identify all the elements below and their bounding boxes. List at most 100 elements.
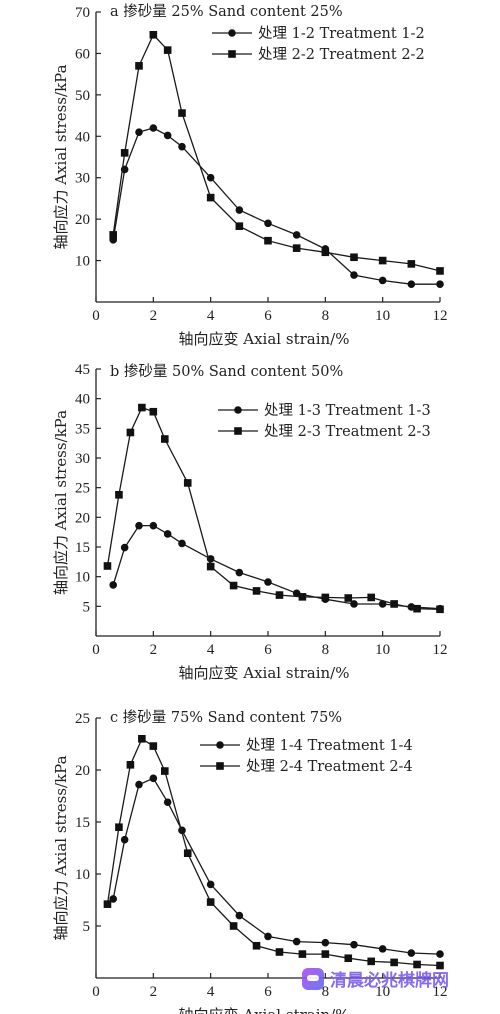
data-point-square <box>138 735 146 743</box>
data-point-square <box>149 742 158 750</box>
data-point-square <box>390 958 398 967</box>
y-tick-label: 60 <box>75 46 90 62</box>
data-point-square <box>413 604 421 613</box>
series-line <box>106 406 441 610</box>
data-point-square <box>126 761 135 769</box>
data-point-square <box>436 267 444 275</box>
data-point-circle <box>235 911 244 920</box>
x-tick-label: 2 <box>150 984 158 1000</box>
data-point-square <box>321 248 330 257</box>
data-point-circle <box>178 539 186 548</box>
x-tick-label: 10 <box>375 642 390 658</box>
data-point-circle <box>436 950 444 958</box>
x-tick-label: 8 <box>322 642 330 658</box>
data-point-square <box>235 222 244 230</box>
data-point-circle <box>378 276 387 285</box>
data-point-circle <box>149 774 158 783</box>
watermark: 清晨必兆棋牌网 <box>302 966 449 991</box>
x-tick-label: 12 <box>433 642 448 658</box>
series-line <box>106 737 441 967</box>
data-point-circle <box>235 568 244 577</box>
data-point-square <box>138 403 146 412</box>
data-point-circle <box>120 543 129 552</box>
x-axis-label: 轴向应变 Axial strain/% <box>179 330 350 348</box>
data-point-square <box>298 950 307 958</box>
data-point-circle <box>407 280 416 288</box>
y-tick-label: 5 <box>83 599 91 615</box>
data-point-square <box>436 961 444 970</box>
x-tick-label: 10 <box>375 308 390 324</box>
data-point-square <box>275 948 284 956</box>
data-point-square <box>183 849 192 857</box>
data-point-square <box>378 256 387 265</box>
panel-title: b 掺砂量 50% Sand content 50% <box>110 363 343 380</box>
data-point-circle <box>350 271 358 279</box>
x-tick-label: 12 <box>433 308 448 324</box>
y-axis-label: 轴向应力 Axial stress/kPa <box>52 64 70 249</box>
x-tick-label: 6 <box>264 642 272 658</box>
data-point-square <box>206 562 215 571</box>
data-point-square <box>390 600 398 608</box>
x-tick-label: 8 <box>322 308 330 324</box>
data-point-circle <box>206 880 215 889</box>
y-tick-label: 10 <box>75 867 90 883</box>
legend-marker-circle <box>216 741 224 749</box>
x-tick-label: 6 <box>264 984 272 1000</box>
legend-marker-circle <box>228 29 236 37</box>
y-tick-label: 10 <box>75 254 90 270</box>
legend-label: 处理 2-4 Treatment 2-4 <box>246 758 413 775</box>
data-point-circle <box>350 600 358 608</box>
y-tick-label: 25 <box>75 711 90 727</box>
x-tick-label: 4 <box>207 308 215 324</box>
data-point-square <box>161 435 169 443</box>
data-point-square <box>350 253 358 262</box>
data-point-square <box>103 562 112 570</box>
data-point-circle <box>206 173 215 182</box>
data-point-square <box>275 591 284 599</box>
y-tick-label: 35 <box>75 421 90 437</box>
chart-panel-3: 5 10 15 20 25 0 2 4 6 8 10 12 轴向应变 Axial strain/% 轴向应… <box>52 709 448 1014</box>
data-point-square <box>292 244 301 252</box>
x-tick-label: 12 <box>433 984 448 1000</box>
chart-panel-2: 5 10 15 20 25 30 35 40 45 0 2 4 6 8 10 12 轴向应变 Axial str… <box>52 362 448 682</box>
y-tick-label: 25 <box>75 481 90 497</box>
y-tick-label: 20 <box>75 510 90 526</box>
data-point-circle <box>292 231 301 239</box>
data-point-square <box>115 823 123 831</box>
data-point-circle <box>109 581 117 589</box>
chart-panel-1: 10 20 30 40 50 60 70 0 2 4 6 8 10 12 轴向应变 Axial strain… <box>52 3 448 348</box>
data-point-circle <box>436 280 444 288</box>
series-2: 处理 2-3 Treatment 2-3 <box>103 403 444 614</box>
data-point-circle <box>407 949 416 957</box>
data-point-circle <box>264 932 272 941</box>
data-point-square <box>115 490 123 499</box>
legend-marker-square <box>228 50 236 58</box>
x-tick-label: 4 <box>207 642 215 658</box>
data-point-square <box>120 149 129 157</box>
x-tick-label: 2 <box>150 642 158 658</box>
legend-label: 处理 1-2 Treatment 1-2 <box>258 25 425 42</box>
data-point-circle <box>120 835 129 844</box>
data-point-square <box>109 231 117 239</box>
legend-marker-circle <box>234 406 242 414</box>
data-point-circle <box>292 937 301 946</box>
y-tick-label: 30 <box>75 171 90 187</box>
y-tick-label: 45 <box>75 362 90 378</box>
data-point-square <box>321 950 330 958</box>
x-tick-label: 0 <box>92 308 100 324</box>
x-tick-label: 0 <box>92 984 100 1000</box>
data-point-circle <box>235 206 244 214</box>
y-axis-label: 轴向应力 Axial stress/kPa <box>52 755 70 940</box>
series-line <box>112 33 441 272</box>
data-point-circle <box>163 530 172 538</box>
y-tick-label: 15 <box>75 540 90 556</box>
x-tick-label: 10 <box>375 984 390 1000</box>
data-point-square <box>436 605 444 614</box>
data-point-circle <box>149 521 158 530</box>
data-point-square <box>149 30 158 39</box>
series-line <box>112 777 441 955</box>
data-point-circle <box>178 142 186 151</box>
y-tick-label: 30 <box>75 451 90 467</box>
data-point-circle <box>109 895 117 903</box>
data-point-square <box>344 954 353 963</box>
